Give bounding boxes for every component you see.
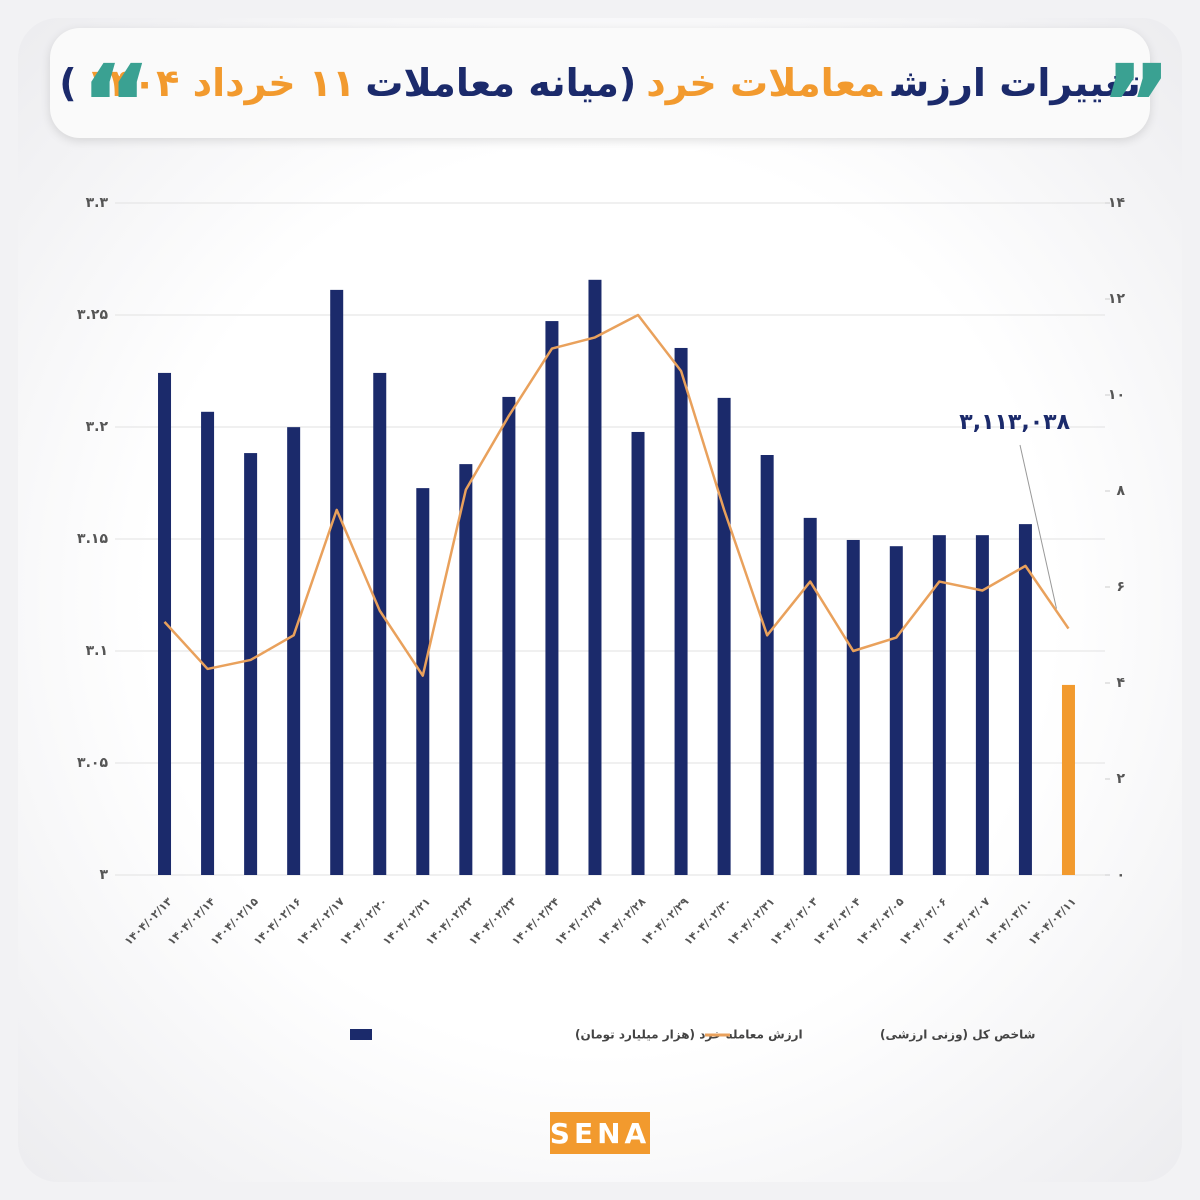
- annotation: ۳,۱۱۳,۰۳۸: [959, 410, 1070, 435]
- chart-title: تغییرات ارزشمعاملات خرد(میانه معاملات۱۱ …: [54, 61, 1146, 105]
- bar: [244, 453, 258, 875]
- title-part: (میانه معاملات: [365, 61, 637, 105]
- y-tick-label: ۳.۲۵: [77, 307, 108, 323]
- y2-tick-label: ۱۰: [1108, 387, 1125, 403]
- bar: [889, 546, 903, 875]
- logo: SENA: [550, 1112, 650, 1154]
- bar: [932, 535, 946, 875]
- quote-mark: “: [80, 41, 153, 169]
- bar: [459, 464, 473, 875]
- bar: [287, 427, 301, 875]
- title-part: ۱۱ خرداد ۱۴۰۴: [86, 61, 356, 105]
- title-part: تغییرات ارزش: [891, 61, 1141, 105]
- bar: [975, 535, 989, 875]
- bar: [330, 289, 344, 875]
- y2-tick-label: ۲: [1116, 771, 1125, 787]
- y2-tick-label: ۱۲: [1108, 291, 1126, 307]
- y-tick-label: ۳.۰۵: [77, 755, 108, 771]
- bar: [373, 372, 387, 875]
- y-tick-label: ۳.۳: [86, 195, 109, 211]
- y2-tick-label: ۴: [1116, 675, 1125, 691]
- bar: [158, 372, 172, 875]
- bar: [588, 279, 602, 875]
- quote-mark: ”: [1100, 41, 1173, 169]
- legend-swatch: [350, 1029, 372, 1040]
- annotation-leader: [1019, 444, 1057, 609]
- bar: [674, 347, 688, 876]
- bar: [1018, 524, 1032, 875]
- title-part: معاملات خرد: [646, 61, 882, 105]
- legend-label: شاخص کل (وزنی ارزشی): [880, 1028, 1035, 1043]
- line: [163, 313, 1070, 677]
- y-tick-label: ۳.۲: [86, 419, 109, 435]
- y-tick-label: ۳.۱: [86, 643, 108, 659]
- y-tick-label: ۳.۱۵: [77, 531, 108, 547]
- y-tick-label: ۳: [99, 867, 108, 883]
- title-box: ” تغییرات ارزشمعاملات خرد(میانه معاملات۱…: [50, 28, 1172, 160]
- y2-tick-label: ۰: [1116, 867, 1125, 883]
- bar: [631, 431, 645, 875]
- bar: [416, 488, 430, 875]
- bar: [846, 539, 860, 875]
- bar: [545, 321, 559, 876]
- bar: [201, 411, 215, 875]
- bar: [717, 397, 731, 875]
- bar: [803, 517, 817, 875]
- legend-label: ارزش معامله خرد (هزار میلیارد تومان): [575, 1028, 803, 1043]
- bar: [760, 455, 774, 875]
- y2-tick-label: ۶: [1116, 579, 1125, 595]
- bar: [1061, 684, 1075, 875]
- y2-tick-label: ۸: [1116, 483, 1125, 499]
- title-part: ): [59, 61, 77, 105]
- bar: [502, 396, 516, 875]
- y2-tick-label: ۱۴: [1108, 195, 1126, 211]
